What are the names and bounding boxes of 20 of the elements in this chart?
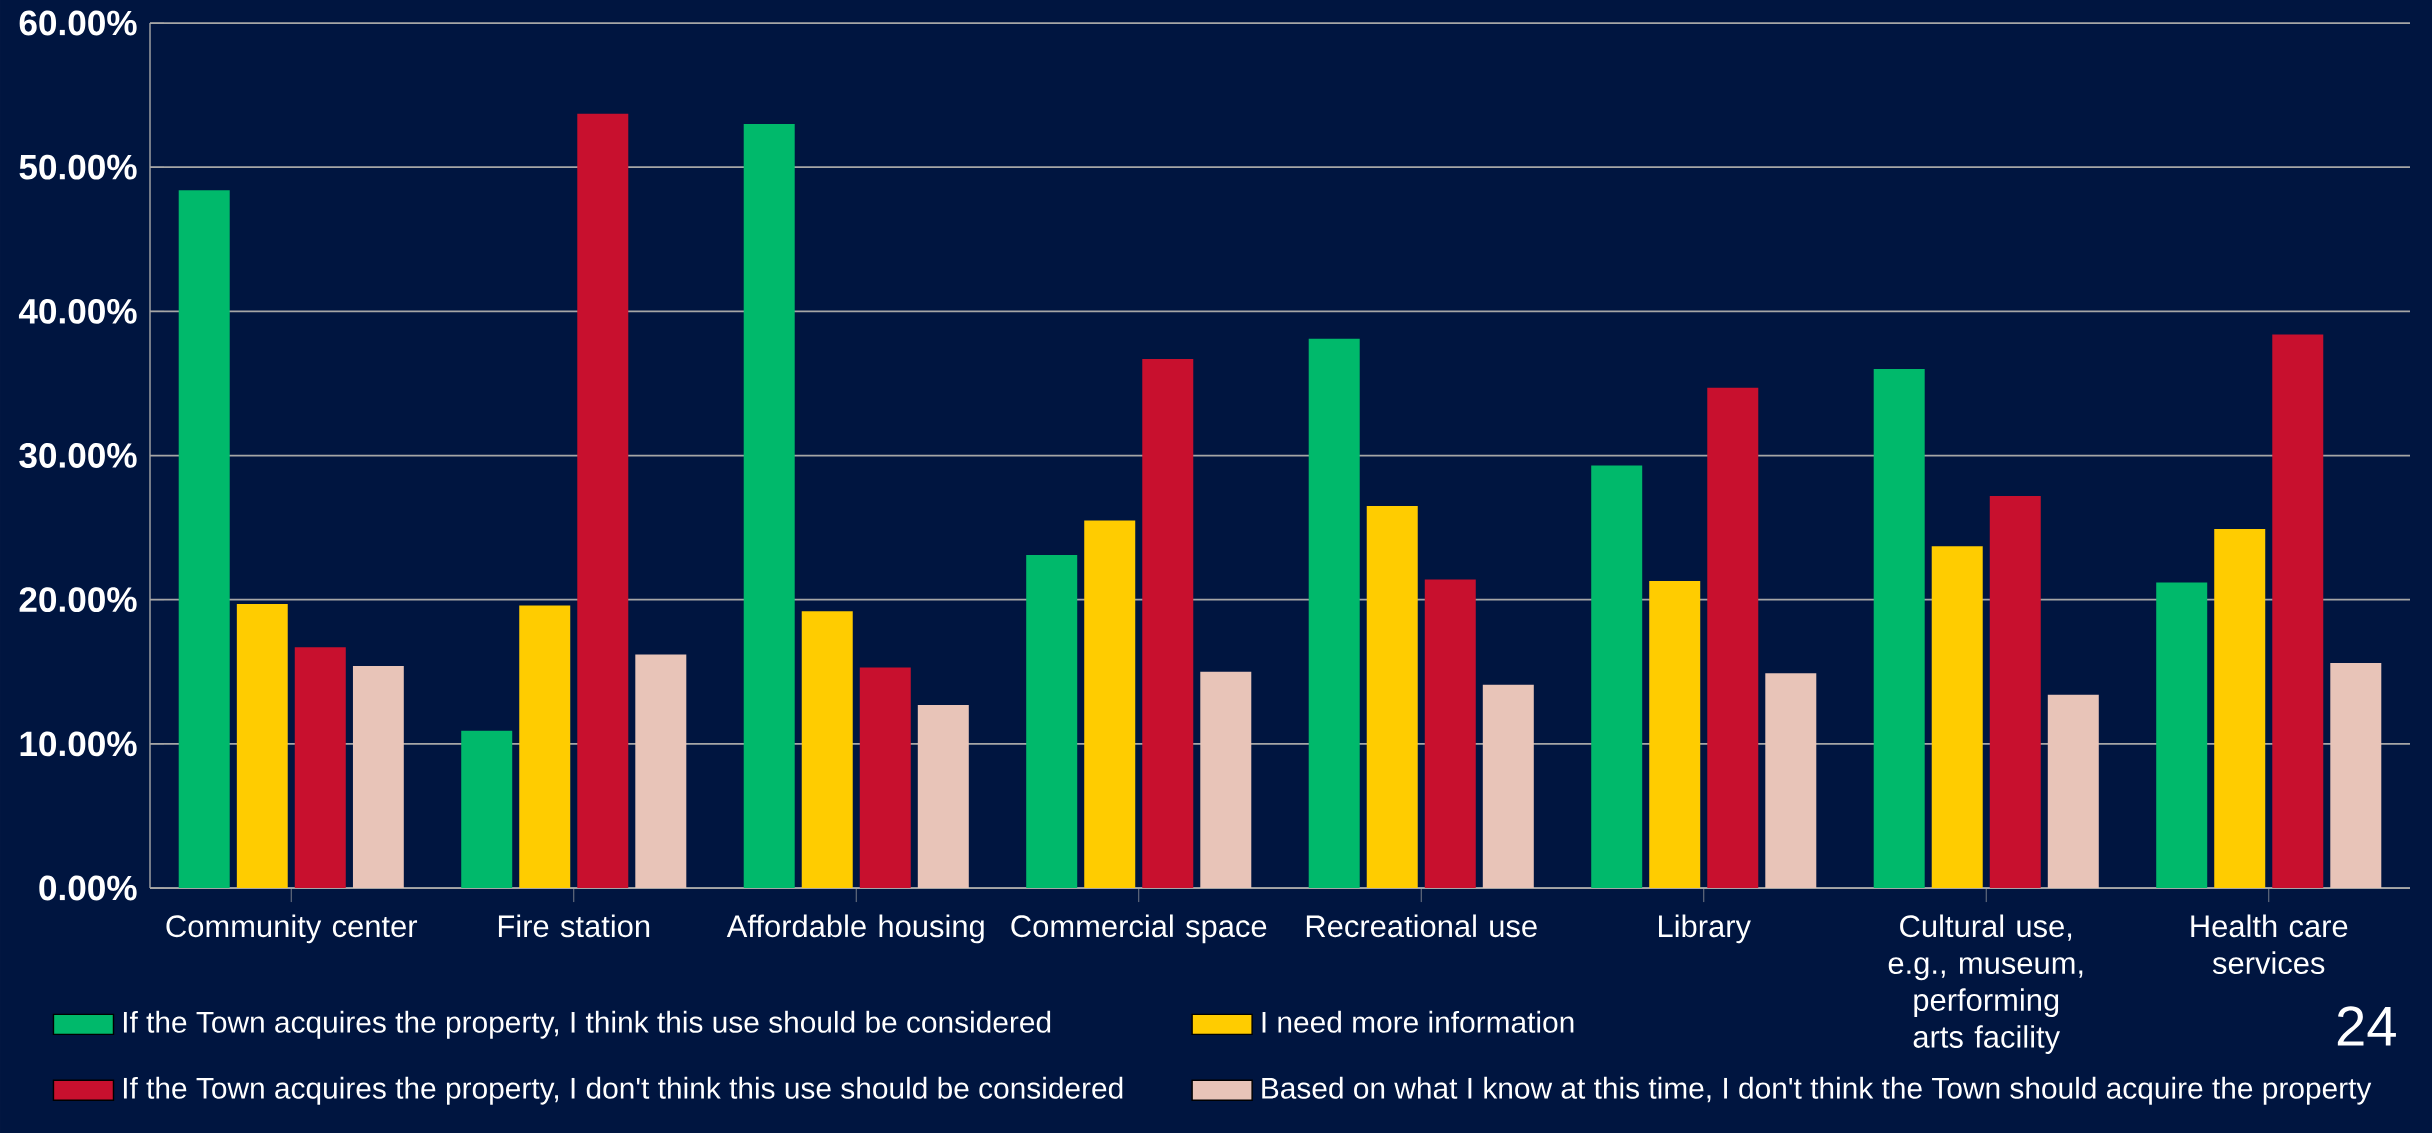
- legend-label: If the Town acquires the property, I don't think this use should be considered: [123, 1076, 1123, 1105]
- y-tick-label: 50.00%: [19, 154, 137, 180]
- y-tick-label: 0.00%: [39, 875, 137, 901]
- y-tick-label: 40.00%: [18, 298, 137, 324]
- x-tick-label: Recreational use: [1306, 914, 1537, 938]
- x-tick-label: Commercial space: [1011, 914, 1267, 944]
- x-tick-label: Cultural use, e.g., museum, performing arts facility: [1888, 914, 2083, 1054]
- legend-label: If the Town acquires the property, I think this use should be considered: [123, 1010, 1051, 1039]
- x-tick-label: Affordable housing: [726, 914, 984, 944]
- y-tick-label: 60.00%: [19, 10, 137, 36]
- y-tick-label: 30.00%: [19, 443, 137, 468]
- x-tick-label: Fire station: [498, 914, 650, 938]
- legend-label: I need more information: [1262, 1010, 1574, 1033]
- text: 24: [2337, 1006, 2396, 1046]
- y-tick-label: 10.00%: [20, 731, 137, 757]
- x-tick-label: Library: [1659, 914, 1751, 944]
- x-tick-label: Health care services: [2191, 914, 2348, 975]
- y-tick-label: 20.00%: [19, 587, 137, 613]
- x-tick-label: Community center: [166, 914, 418, 944]
- legend-label: Based on what I know at this time, I don't think the Town should acquire the property: [1262, 1076, 2372, 1105]
